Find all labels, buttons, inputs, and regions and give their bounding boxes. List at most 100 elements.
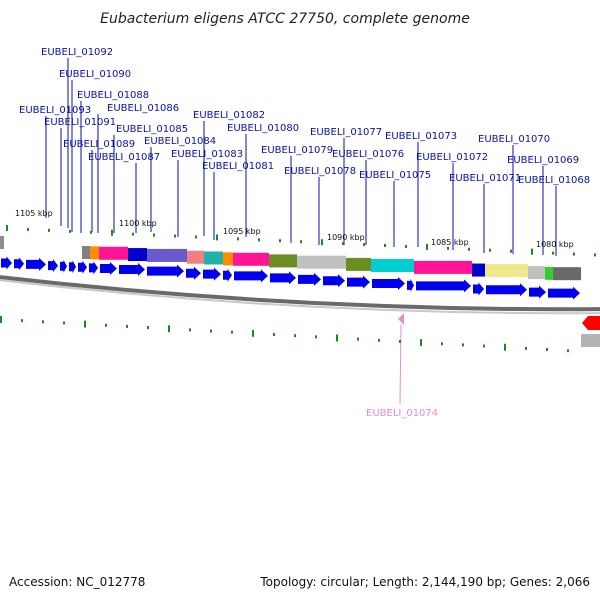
gene-label[interactable]: EUBELI_01084 xyxy=(144,136,216,147)
gene-arrow[interactable] xyxy=(323,274,345,288)
gene-arrow[interactable] xyxy=(69,260,76,274)
gene-label[interactable]: EUBELI_01076 xyxy=(332,149,404,160)
gene-arrow[interactable] xyxy=(416,279,471,293)
feature-block[interactable] xyxy=(414,260,472,274)
scale-label: 1090 kbp xyxy=(327,233,365,242)
accession-text: Accession: NC_012778 xyxy=(9,575,146,589)
feature-block[interactable] xyxy=(90,246,99,260)
feature-block[interactable] xyxy=(233,252,269,266)
feature-block[interactable] xyxy=(128,248,147,262)
feature-block[interactable] xyxy=(99,246,128,260)
gene-arrow[interactable] xyxy=(486,283,527,297)
gene-label[interactable]: EUBELI_01090 xyxy=(59,69,131,80)
gene-label[interactable]: EUBELI_01070 xyxy=(478,134,550,145)
feature-block[interactable] xyxy=(553,267,581,281)
feature-block[interactable] xyxy=(223,252,233,266)
gene-label[interactable]: EUBELI_01089 xyxy=(63,139,135,150)
gene-arrow[interactable] xyxy=(1,256,12,270)
gene-arrow[interactable] xyxy=(119,263,145,277)
gene-arrow[interactable] xyxy=(548,286,580,300)
gene-label[interactable]: EUBELI_01088 xyxy=(77,90,149,101)
gene-label[interactable]: EUBELI_01082 xyxy=(193,110,265,121)
gene-arrow[interactable] xyxy=(14,257,24,271)
gene-arrow[interactable] xyxy=(372,276,405,290)
gene-arrow[interactable] xyxy=(407,278,414,292)
gene-arrow[interactable] xyxy=(186,266,201,280)
tick-mark xyxy=(231,330,233,334)
gene-arrow[interactable] xyxy=(147,264,184,278)
tick-mark xyxy=(321,239,323,246)
tick-mark xyxy=(273,333,275,337)
tick-mark xyxy=(216,234,218,241)
tick-mark xyxy=(42,320,44,324)
tick-mark xyxy=(105,323,107,327)
gene-label[interactable]: EUBELI_01078 xyxy=(284,166,356,177)
feature-block[interactable] xyxy=(371,259,414,273)
tick-mark xyxy=(336,334,338,342)
scale-label: 1080 kbp xyxy=(536,240,574,249)
gene-label[interactable]: EUBELI_01093 xyxy=(19,105,91,116)
gene-arrow[interactable] xyxy=(529,285,546,299)
tick-mark xyxy=(174,234,176,238)
gene-arrow-track xyxy=(1,256,580,300)
gene-label[interactable]: EUBELI_01087 xyxy=(88,152,160,163)
gene-arrow[interactable] xyxy=(223,268,232,282)
tick-mark xyxy=(384,244,386,248)
gene-label[interactable]: EUBELI_01072 xyxy=(416,152,488,163)
tick-mark xyxy=(441,342,443,346)
gene-arrow[interactable] xyxy=(48,259,58,273)
highlight-gene-label[interactable]: EUBELI_01074 xyxy=(366,408,438,419)
gene-label[interactable]: EUBELI_01071 xyxy=(449,173,521,184)
gene-label[interactable]: EUBELI_01079 xyxy=(261,145,333,156)
gene-label[interactable]: EUBELI_01073 xyxy=(385,131,457,142)
gene-arrow[interactable] xyxy=(473,282,484,296)
feature-block[interactable] xyxy=(545,266,553,280)
tick-mark xyxy=(525,346,527,350)
feature-block[interactable] xyxy=(82,246,90,259)
gene-arrow[interactable] xyxy=(234,269,268,283)
gene-arrow[interactable] xyxy=(26,257,46,271)
tick-mark xyxy=(48,228,50,232)
gene-arrow[interactable] xyxy=(89,261,98,275)
gene-label[interactable]: EUBELI_01083 xyxy=(171,149,243,160)
gene-arrow[interactable] xyxy=(203,267,221,281)
tick-mark xyxy=(483,344,485,348)
tick-mark xyxy=(90,230,92,234)
gene-label[interactable]: EUBELI_01069 xyxy=(507,155,579,166)
tick-mark xyxy=(567,349,569,353)
tick-mark xyxy=(21,319,23,323)
feature-block[interactable] xyxy=(581,334,600,347)
gene-label[interactable]: EUBELI_01075 xyxy=(359,170,431,181)
gene-arrow[interactable] xyxy=(298,272,321,286)
tick-mark xyxy=(195,235,197,239)
feature-block[interactable] xyxy=(204,251,223,265)
feature-block[interactable] xyxy=(187,250,204,264)
feature-block[interactable] xyxy=(485,264,528,278)
gene-arrow[interactable] xyxy=(270,271,296,285)
gene-label[interactable]: EUBELI_01086 xyxy=(107,103,179,114)
feature-block[interactable] xyxy=(147,248,187,262)
gene-arrow[interactable] xyxy=(100,262,117,275)
lower-track xyxy=(0,316,600,353)
gene-label[interactable]: EUBELI_01091 xyxy=(44,117,116,128)
feature-block[interactable] xyxy=(297,255,346,269)
gene-arrow[interactable] xyxy=(78,260,87,274)
gene-label[interactable]: EUBELI_01092 xyxy=(41,47,113,58)
gene-label[interactable]: EUBELI_01068 xyxy=(518,175,590,186)
gene-label[interactable]: EUBELI_01077 xyxy=(310,127,382,138)
feature-block[interactable] xyxy=(528,266,545,280)
feature-block[interactable] xyxy=(0,236,4,249)
feature-block[interactable] xyxy=(472,263,485,277)
tick-mark xyxy=(6,225,8,231)
tick-mark xyxy=(63,321,65,325)
feature-block[interactable] xyxy=(346,257,371,271)
gene-label[interactable]: EUBELI_01081 xyxy=(202,161,274,172)
gene-arrow[interactable] xyxy=(60,259,67,273)
gene-arrow[interactable] xyxy=(347,275,370,289)
gene-label[interactable]: EUBELI_01085 xyxy=(116,124,188,135)
gene-label[interactable]: EUBELI_01080 xyxy=(227,123,299,134)
gene-label-layer: EUBELI_01092 EUBELI_01090 EUBELI_01088 EUBE… xyxy=(19,47,590,419)
scale-label: 1085 kbp xyxy=(431,238,469,247)
feature-block[interactable] xyxy=(269,254,297,268)
reverse-gene-arrow[interactable] xyxy=(582,316,600,330)
